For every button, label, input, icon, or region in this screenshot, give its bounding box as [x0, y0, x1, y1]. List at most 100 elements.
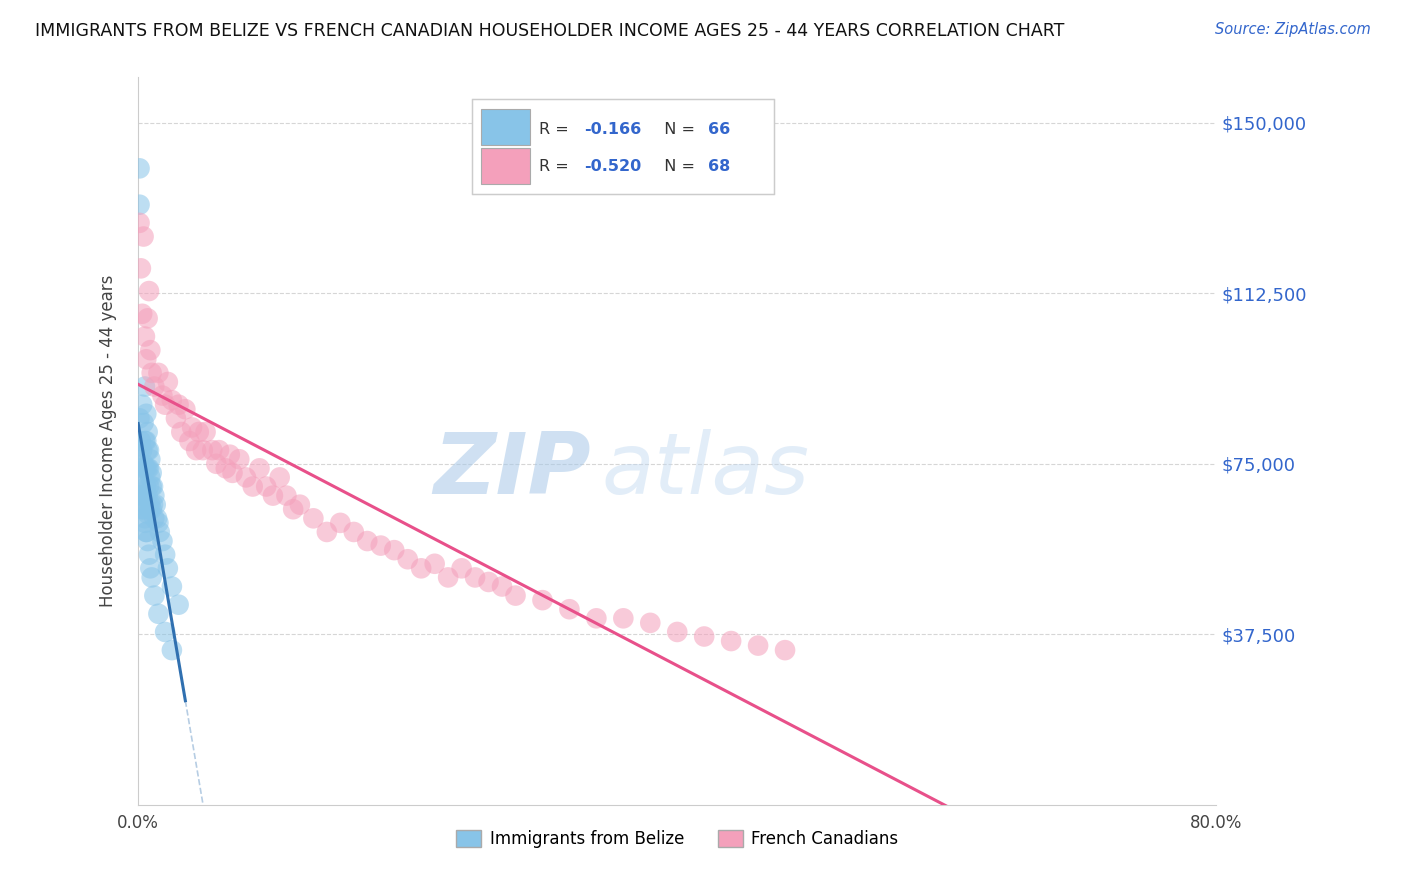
Point: [129, 470, 152, 484]
Point: [134, 489, 156, 503]
Point: [170, 425, 193, 439]
Point: [283, 502, 305, 516]
Point: [167, 598, 190, 612]
Point: [148, 607, 170, 621]
Point: [153, 398, 176, 412]
Point: [276, 489, 298, 503]
Point: [142, 479, 165, 493]
Point: [139, 561, 162, 575]
Point: [136, 311, 159, 326]
Point: [269, 470, 291, 484]
Point: [302, 511, 325, 525]
Point: [138, 284, 160, 298]
Point: [152, 389, 174, 403]
Point: [153, 548, 176, 562]
Point: [179, 434, 201, 448]
Point: [165, 411, 187, 425]
Point: [129, 461, 152, 475]
Point: [242, 479, 264, 493]
Point: [142, 498, 165, 512]
Point: [329, 516, 352, 530]
Point: [640, 615, 662, 630]
Text: ZIP: ZIP: [433, 429, 591, 512]
Point: [585, 611, 607, 625]
Point: [141, 570, 163, 584]
Point: [143, 489, 166, 503]
Point: [160, 643, 183, 657]
Point: [221, 466, 243, 480]
Point: [135, 352, 157, 367]
Point: [128, 197, 150, 211]
Point: [131, 398, 153, 412]
Point: [134, 511, 156, 525]
Point: [505, 589, 527, 603]
Point: [131, 489, 153, 503]
Point: [491, 580, 513, 594]
Point: [423, 557, 446, 571]
Point: [201, 443, 224, 458]
Point: [720, 634, 742, 648]
Point: [149, 524, 172, 539]
Point: [143, 511, 166, 525]
Point: [148, 366, 170, 380]
Point: [141, 466, 163, 480]
Point: [128, 216, 150, 230]
Point: [156, 561, 179, 575]
Point: [205, 457, 228, 471]
Text: atlas: atlas: [602, 429, 810, 512]
Point: [747, 639, 769, 653]
Point: [139, 343, 162, 358]
Point: [128, 443, 150, 458]
Point: [773, 643, 796, 657]
Point: [148, 516, 170, 530]
Point: [131, 502, 153, 516]
Point: [249, 461, 271, 475]
Point: [315, 524, 337, 539]
Point: [136, 461, 159, 475]
Point: [167, 398, 190, 412]
Point: [141, 366, 163, 380]
Point: [134, 379, 156, 393]
Point: [136, 425, 159, 439]
Point: [132, 502, 155, 516]
Point: [208, 443, 231, 458]
Point: [156, 375, 179, 389]
Point: [437, 570, 460, 584]
Point: [174, 402, 197, 417]
Point: [134, 461, 156, 475]
Point: [138, 502, 160, 516]
Point: [612, 611, 634, 625]
Point: [135, 407, 157, 421]
Point: [131, 470, 153, 484]
Point: [141, 502, 163, 516]
Point: [160, 393, 183, 408]
Point: [129, 434, 152, 448]
Point: [477, 574, 499, 589]
Point: [136, 443, 159, 458]
Point: [464, 570, 486, 584]
Point: [235, 470, 257, 484]
Point: [531, 593, 554, 607]
Point: [132, 229, 155, 244]
Point: [228, 452, 250, 467]
Point: [215, 461, 238, 475]
Point: [370, 539, 392, 553]
Point: [138, 461, 160, 475]
Point: [135, 524, 157, 539]
Point: [194, 425, 217, 439]
Point: [356, 534, 378, 549]
Point: [135, 479, 157, 493]
Point: [191, 443, 214, 458]
Point: [187, 425, 209, 439]
Point: [131, 307, 153, 321]
Point: [143, 589, 166, 603]
Point: [139, 470, 162, 484]
Point: [131, 443, 153, 458]
Point: [160, 580, 183, 594]
Point: [138, 479, 160, 493]
Point: [666, 624, 689, 639]
Point: [136, 534, 159, 549]
Point: [218, 448, 240, 462]
Text: Source: ZipAtlas.com: Source: ZipAtlas.com: [1215, 22, 1371, 37]
Text: IMMIGRANTS FROM BELIZE VS FRENCH CANADIAN HOUSEHOLDER INCOME AGES 25 - 44 YEARS : IMMIGRANTS FROM BELIZE VS FRENCH CANADIA…: [35, 22, 1064, 40]
